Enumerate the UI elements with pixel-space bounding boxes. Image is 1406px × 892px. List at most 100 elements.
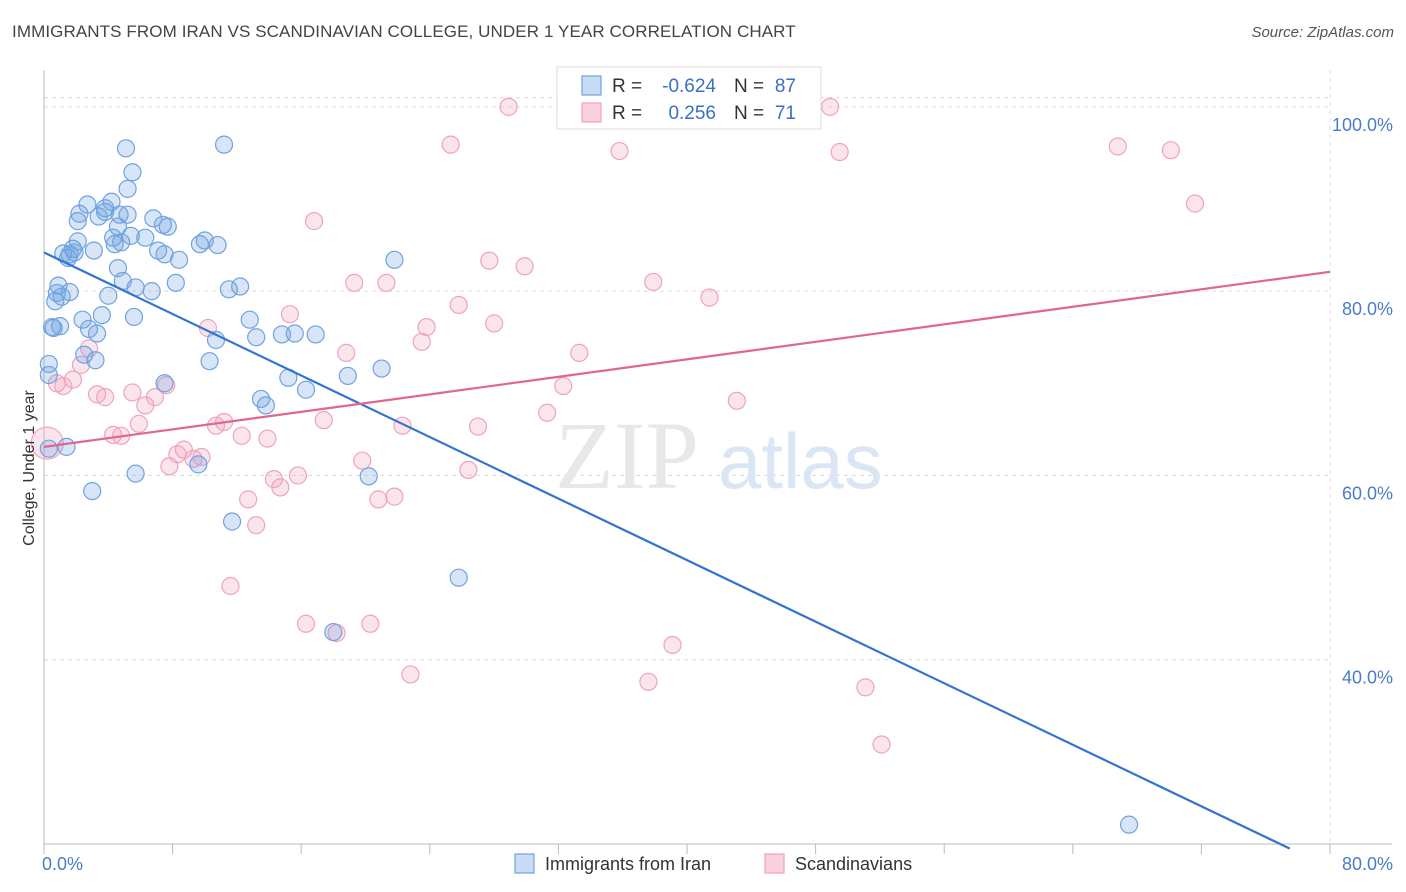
point-scandinavians-41 <box>377 273 396 292</box>
point-iran-20 <box>73 310 92 329</box>
point-scandinavians-46 <box>417 317 436 337</box>
point-scandinavians-25 <box>239 490 258 509</box>
point-scandinavians-11 <box>129 414 148 433</box>
point-iran-84 <box>1119 815 1139 834</box>
point-scandinavians-7 <box>95 388 115 407</box>
point-scandinavians-36 <box>337 343 356 362</box>
point-iran-66 <box>219 280 238 299</box>
point-scandinavians-47 <box>441 135 460 154</box>
point-iran-22 <box>78 195 97 214</box>
point-iran-67 <box>222 512 242 531</box>
point-scandinavians-45 <box>412 332 431 351</box>
point-iran-55 <box>155 374 174 393</box>
point-scandinavians-67 <box>872 735 891 754</box>
point-scandinavians-70 <box>1185 194 1205 213</box>
point-iran-26 <box>86 351 105 370</box>
x-tick-label-0: 0.0% <box>42 854 83 874</box>
point-scandinavians-50 <box>468 417 488 436</box>
point-scandinavians-4 <box>71 355 91 374</box>
point-scandinavians-48 <box>449 295 468 315</box>
chart-title: IMMIGRANTS FROM IRAN VS SCANDINAVIAN COL… <box>12 22 796 41</box>
point-iran-46 <box>124 307 144 327</box>
point-scandinavians-26 <box>247 516 266 535</box>
point-scandinavians-27 <box>258 429 277 448</box>
point-iran-64 <box>208 235 227 255</box>
legend-bottom-swatch-iran <box>514 853 535 874</box>
point-scandinavians-56 <box>554 376 573 396</box>
point-iran-8 <box>50 317 70 336</box>
point-scandinavians-33 <box>304 212 324 231</box>
point-scandinavians-38 <box>353 451 372 470</box>
point-iran-69 <box>240 310 259 329</box>
point-iran-45 <box>123 163 142 182</box>
point-scandinavians-29 <box>271 478 290 497</box>
point-scandinavians-32 <box>296 614 316 633</box>
point-iran-83 <box>449 568 468 587</box>
legend-r-value-1: -0.624 <box>662 76 716 97</box>
point-iran-57 <box>166 273 185 292</box>
y-axis-label: College, Under 1 year <box>21 390 38 546</box>
point-scandinavians-2 <box>54 376 73 396</box>
point-scandinavians-49 <box>459 460 478 479</box>
legend-n-label-1: N = <box>734 76 764 97</box>
legend-bottom-swatch-scandinavians <box>764 853 785 874</box>
point-iran-11 <box>57 437 76 456</box>
point-iran-35 <box>105 235 124 254</box>
point-scandinavians-23 <box>221 576 240 596</box>
point-scandinavians-66 <box>856 678 875 697</box>
point-scandinavians-13 <box>145 388 165 407</box>
point-iran-7 <box>49 276 68 295</box>
point-scandinavians-58 <box>610 141 629 161</box>
point-iran-70 <box>247 328 266 347</box>
point-scandinavians-39 <box>361 614 380 633</box>
point-iran-24 <box>83 481 102 501</box>
legend-top: R = -0.624 N = 87 R = 0.256 N = 71 <box>556 66 822 130</box>
legend-swatch-blue <box>581 75 602 96</box>
point-iran-72 <box>256 396 275 415</box>
point-iran-58 <box>169 250 189 269</box>
point-iran-0 <box>39 439 58 458</box>
trend-line-scandinavians <box>43 270 1331 448</box>
point-iran-43 <box>118 205 137 224</box>
point-iran-68 <box>231 277 250 296</box>
point-iran-13 <box>60 282 79 302</box>
point-scandinavians-63 <box>727 391 746 410</box>
point-scandinavians-37 <box>345 273 364 292</box>
y-tick-label-2: 80.0% <box>1342 299 1393 319</box>
x-tick-label-1: 80.0% <box>1342 854 1393 874</box>
point-scandinavians-53 <box>499 97 518 116</box>
source-label: Source: ZipAtlas.com <box>1251 24 1394 41</box>
legend-r-label-1: R = <box>612 76 642 97</box>
point-iran-49 <box>136 228 155 247</box>
point-scandinavians-57 <box>570 343 589 362</box>
point-iran-59 <box>189 455 208 474</box>
point-scandinavians-59 <box>639 672 658 691</box>
point-iran-21 <box>75 345 94 364</box>
point-scandinavians-61 <box>663 635 682 655</box>
y-tick-label-0: 40.0% <box>1342 668 1393 688</box>
point-scandinavians-10 <box>123 383 142 402</box>
point-iran-44 <box>121 226 140 245</box>
point-iran-29 <box>92 306 111 325</box>
point-scandinavians-68 <box>1108 137 1127 156</box>
legend-bottom-label-iran: Immigrants from Iran <box>545 854 711 874</box>
point-scandinavians-30 <box>280 305 300 324</box>
trend-line-iran <box>43 251 1291 850</box>
point-scandinavians-3 <box>63 370 83 389</box>
point-iran-80 <box>359 467 378 486</box>
point-scandinavians-69 <box>1161 141 1180 160</box>
point-scandinavians-51 <box>480 251 499 270</box>
point-iran-48 <box>126 464 145 483</box>
legend-bottom: Immigrants from Iran Scandinavians <box>514 853 912 874</box>
point-iran-79 <box>338 366 357 386</box>
point-scandinavians-17 <box>174 440 193 459</box>
point-scandinavians-62 <box>700 288 719 307</box>
point-iran-16 <box>65 243 84 262</box>
point-iran-2 <box>39 365 58 385</box>
legend-n-label-2: N = <box>734 103 764 124</box>
point-iran-4 <box>44 318 63 338</box>
legend-r-label-2: R = <box>612 103 642 124</box>
point-scandinavians-55 <box>538 403 557 422</box>
watermark-atlas: atlas <box>718 417 883 505</box>
series-iran-points <box>39 135 1139 834</box>
